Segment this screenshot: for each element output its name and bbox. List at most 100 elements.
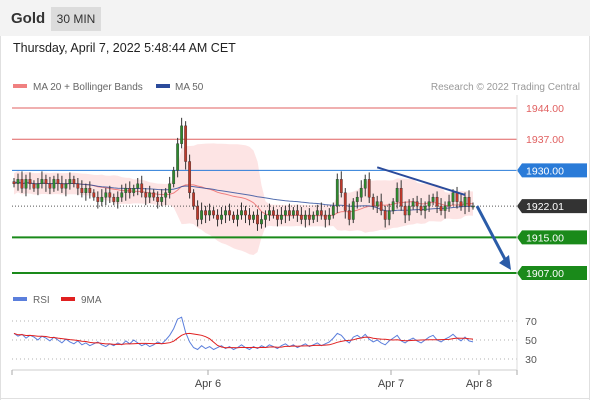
candle xyxy=(44,174,48,192)
candle xyxy=(363,174,367,197)
candle-body-up xyxy=(315,210,319,216)
price-tag-1930-00: 1930.00 xyxy=(517,163,587,178)
candle-body-down xyxy=(319,210,323,216)
candle xyxy=(276,209,279,227)
candle xyxy=(268,203,271,221)
candle-body-down xyxy=(44,179,48,185)
candle-body-up xyxy=(40,179,44,185)
candle xyxy=(411,198,415,210)
candle xyxy=(359,180,363,202)
price-tag-box xyxy=(517,199,587,214)
candle-body-up xyxy=(172,170,176,185)
candle-body-down xyxy=(184,125,188,162)
candle xyxy=(375,195,379,214)
candle xyxy=(164,188,168,206)
candle xyxy=(36,178,40,196)
candle-body-down xyxy=(367,179,371,198)
ma20-legend-swatch xyxy=(13,84,27,88)
candle-body-up xyxy=(291,210,295,216)
candle xyxy=(331,202,335,219)
candle-body-up xyxy=(24,179,28,189)
candle xyxy=(204,205,207,224)
candle xyxy=(288,203,291,221)
candle-body-down xyxy=(12,181,16,185)
candle xyxy=(299,207,303,225)
header-bar: Gold 30 MIN xyxy=(0,0,590,36)
downtrend-line xyxy=(376,166,466,196)
frame-bottom-border xyxy=(0,398,590,399)
candle xyxy=(112,193,116,206)
candle-body-up xyxy=(451,192,455,202)
time-tick-label: Apr 7 xyxy=(378,378,404,390)
candle-body-down xyxy=(108,192,112,198)
candle xyxy=(415,195,419,214)
candle xyxy=(52,175,56,192)
candle xyxy=(419,198,423,216)
candle-body-down xyxy=(383,210,387,220)
candle xyxy=(459,193,463,211)
candle-body-up xyxy=(260,219,263,225)
candle-body-down xyxy=(144,192,148,198)
candle xyxy=(168,176,172,199)
candle-body-down xyxy=(188,161,192,193)
candle-body-up xyxy=(84,188,88,193)
price-tag-label: 1930.00 xyxy=(526,165,564,177)
rsi-line xyxy=(13,316,474,351)
candle xyxy=(220,207,223,225)
candle xyxy=(60,175,64,193)
candle-body-up xyxy=(164,192,168,198)
candle xyxy=(435,191,439,214)
candle xyxy=(319,202,323,220)
bollinger-bands xyxy=(14,143,473,255)
candle-body-up xyxy=(431,196,435,202)
candle-body-down xyxy=(248,214,251,220)
candle xyxy=(423,201,427,219)
candle-body-up xyxy=(303,214,307,220)
candle xyxy=(315,204,319,222)
candle-body-down xyxy=(228,210,231,216)
candle-body-up xyxy=(375,201,379,207)
candle xyxy=(463,192,467,215)
candle xyxy=(327,208,331,226)
candle xyxy=(339,171,343,198)
candle-body-down xyxy=(439,205,443,211)
candle xyxy=(264,210,267,228)
frame-left-border xyxy=(0,36,1,400)
candle-body-up xyxy=(236,214,239,220)
candle-body-down xyxy=(76,183,80,189)
price-tag-1907-00: 1907.00 xyxy=(517,266,587,280)
rsi-tick-70: 70 xyxy=(525,316,537,328)
candle-body-down xyxy=(435,196,439,207)
candle xyxy=(443,201,447,219)
price-tag-label: 1915.00 xyxy=(526,232,564,244)
candle xyxy=(116,191,120,209)
candle-body-up xyxy=(36,183,40,189)
candle xyxy=(12,178,16,188)
candle-body-down xyxy=(299,214,303,220)
candle xyxy=(184,121,188,170)
candle xyxy=(68,172,72,190)
candle-body-down xyxy=(28,179,32,185)
candle-body-down xyxy=(92,192,96,198)
candle-body-up xyxy=(387,210,391,220)
candle xyxy=(323,210,327,228)
rsi-ma-line xyxy=(13,332,474,349)
candle xyxy=(467,190,471,212)
candle xyxy=(192,189,196,210)
candle xyxy=(56,173,60,191)
candle xyxy=(152,189,156,201)
candle-body-down xyxy=(415,201,419,207)
price-tag-label: 1922.01 xyxy=(526,201,564,213)
interval-tab[interactable]: 30 MIN xyxy=(51,7,101,31)
candle xyxy=(136,178,140,196)
candle-body-up xyxy=(351,201,355,220)
candle-body-up xyxy=(355,196,359,202)
candle xyxy=(407,199,411,221)
candle xyxy=(228,203,231,221)
candle xyxy=(128,181,132,199)
candle xyxy=(180,117,184,149)
candle-body-down xyxy=(72,179,76,185)
candle-body-down xyxy=(60,183,64,189)
candle xyxy=(335,173,339,214)
candle-body-up xyxy=(359,188,363,198)
